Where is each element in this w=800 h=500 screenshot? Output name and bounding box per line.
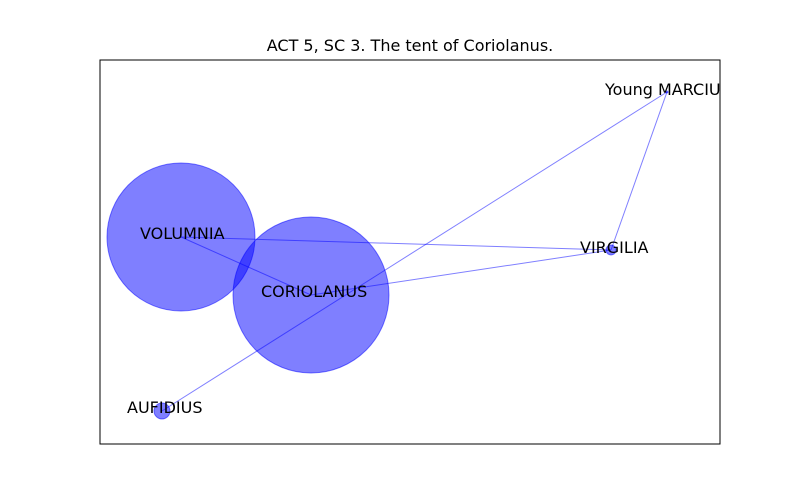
nodes-layer <box>106 90 669 420</box>
edge-virgilia-young_marcius <box>610 91 668 251</box>
node-label-coriolanus: CORIOLANUS <box>261 282 367 301</box>
edge-aufidius-young_marcius <box>161 91 668 412</box>
node-label-aufidius: AUFIDIUS <box>127 398 202 417</box>
plot-area: VOLUMNIA CORIOLANUS VIRGILIA AUFIDIUS Young … <box>106 80 731 420</box>
plot-frame <box>99 59 721 445</box>
node-aufidius <box>153 402 171 420</box>
node-volumnia <box>106 162 256 312</box>
node-coriolanus <box>232 216 390 374</box>
node-label-volumnia: VOLUMNIA <box>140 224 225 243</box>
node-label-young-marcius: Young MARCIUS <box>604 80 731 99</box>
node-label-virgilia: VIRGILIA <box>580 238 649 257</box>
node-virgilia <box>605 244 617 256</box>
labels-layer: VOLUMNIA CORIOLANUS VIRGILIA AUFIDIUS Young … <box>127 80 731 417</box>
node-young-marcius <box>665 90 669 94</box>
chart-title: ACT 5, SC 3. The tent of Coriolanus. <box>267 36 554 55</box>
